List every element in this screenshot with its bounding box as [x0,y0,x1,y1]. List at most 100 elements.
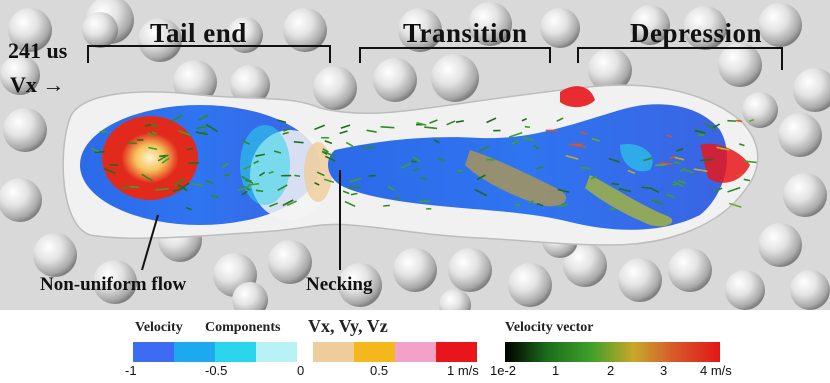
velocity-arrow [159,154,167,158]
velocity-arrow [238,185,250,191]
time-label: 241 us [8,38,68,63]
region-transition: Transition [403,18,528,48]
velocity-arrow [269,202,279,208]
velocity-arrow [672,183,678,186]
velocity-arrow [171,114,183,123]
velocity-arrow [109,163,119,167]
velocity-arrow [148,146,158,151]
velocity-arrow [210,194,219,199]
velocity-arrow [283,128,290,132]
velocity-arrow [224,173,231,177]
velocity-arrow [438,157,445,162]
particle-sphere [468,2,512,46]
particle-sphere [668,248,712,292]
velocity-arrow [324,155,336,162]
vx-direction-label: Vx → [10,72,65,97]
velocity-arrow [590,175,598,180]
velocity-arrow [735,173,743,177]
velocity-arrow [557,188,570,193]
velocity-arrow [248,182,260,186]
velocity-arrow [339,130,348,135]
velocity-arrow [191,182,204,187]
tail-end-hot-spot [102,116,198,200]
velocity-arrow [455,120,464,123]
velocity-arrow [486,117,497,124]
velocity-arrow [282,131,289,135]
velocity-arrow [532,144,540,150]
velocity-arrow [413,167,420,172]
region-depression: Depression [630,18,763,48]
components-colorbar-swatch [313,342,354,362]
velocity-arrow [424,126,438,130]
components-tick-1: -0.5 [205,363,228,378]
velocity-arrow [255,189,264,193]
particle-sphere [398,8,442,52]
velocity-arrow [282,199,294,207]
velocity-arrow [195,131,208,136]
particle-sphere [790,270,830,310]
velocity-arrow [90,147,99,153]
velocity-arrow [120,185,130,190]
velocity-arrow [345,141,354,147]
velocity-arrow [728,202,742,208]
velocity-arrow [221,162,230,169]
components-colorbar-swatch [215,342,256,362]
velocity-arrow [253,160,260,165]
particle-sphere [393,248,437,292]
velocity-arrow [198,114,209,121]
velocity-arrow [94,150,105,154]
velocity-arrow [684,169,695,174]
velocity-arrow [340,124,351,129]
particle-sphere [778,113,822,157]
velocity-arrow [241,139,251,145]
velocity-arrow [147,132,156,138]
velocity-arrow [316,171,325,177]
velocity-arrow [277,119,287,124]
particle-sphere [588,48,632,92]
particle-sphere [283,8,327,52]
velocity-arrow [286,200,297,207]
velocity-arrow [522,136,535,142]
velocity-arrow [342,190,350,195]
velocity-arrow [580,131,588,135]
vector-colorbar [505,342,720,362]
velocity-arrow [674,156,685,161]
velocity-arrow [103,167,116,175]
velocity-arrow [277,184,288,192]
velocity-arrow [173,178,186,187]
velocity-arrow [258,171,266,177]
particle-sphere [3,108,47,152]
velocity-arrow [727,186,741,193]
particle-sphere [82,12,118,48]
velocity-arrow [429,119,438,124]
velocity-arrow [196,125,207,130]
velocity-arrow [660,162,673,165]
particle-sphere [230,65,270,105]
velocity-arrow [350,192,358,196]
region-brackets [87,45,783,271]
particle-sphere [0,55,40,95]
velocity-arrow [205,123,219,133]
particle-sphere [8,8,52,52]
velocity-arrow [618,187,632,193]
velocity-arrow [666,134,672,138]
annotation-non-uniform-flow: Non-uniform flow [40,274,187,295]
legend-components-title-1: Velocity [135,320,183,335]
depression-hot-spot [700,143,750,183]
velocity-arrow [672,180,684,188]
region-tail-end: Tail end [150,18,247,48]
particle-sphere [431,54,479,102]
vector-tick-0: 1e-2 [490,363,517,378]
velocity-arrow [420,176,427,181]
velocity-arrow [419,200,431,203]
particle-sphere [718,43,762,87]
components-tick-3: 0.5 [370,363,389,378]
velocity-arrow [738,143,745,147]
velocity-arrow [314,124,326,131]
components-tick-4: 1 m/s [447,363,479,378]
components-colorbar-swatch [395,342,436,362]
particle-sphere [268,240,312,284]
velocity-arrow [527,199,535,204]
particle-sphere [630,5,670,45]
velocity-arrow [476,174,486,181]
